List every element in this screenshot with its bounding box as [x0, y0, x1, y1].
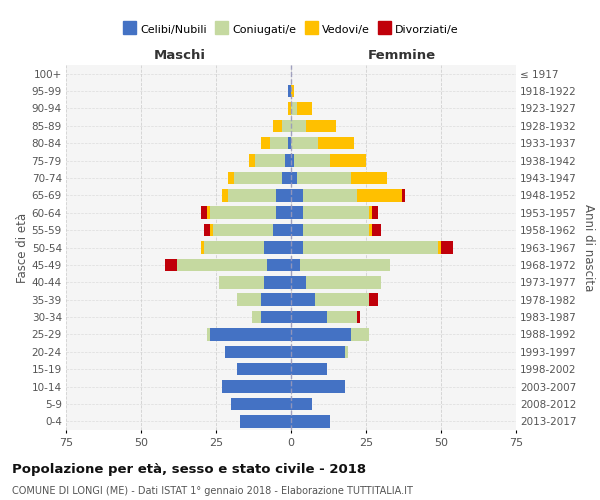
Bar — [252, 311, 261, 324]
Bar — [222, 380, 291, 393]
Legend: Celibi/Nubili, Coniugati/e, Vedovi/e, Divorziati/e: Celibi/Nubili, Coniugati/e, Vedovi/e, Di… — [119, 20, 463, 39]
Bar — [270, 137, 288, 149]
Bar — [255, 154, 285, 167]
Bar — [249, 154, 255, 167]
Bar — [327, 311, 357, 324]
Bar — [291, 154, 294, 167]
Bar — [210, 328, 291, 340]
Bar — [291, 102, 297, 115]
Bar — [201, 206, 207, 219]
Bar — [351, 172, 387, 184]
Bar — [345, 346, 348, 358]
Bar — [213, 224, 273, 236]
Bar — [300, 258, 390, 271]
Bar — [288, 85, 291, 98]
Bar — [291, 346, 345, 358]
Text: Popolazione per età, sesso e stato civile - 2018: Popolazione per età, sesso e stato civil… — [12, 462, 366, 475]
Bar — [204, 241, 264, 254]
Bar — [204, 224, 210, 236]
Bar — [177, 258, 267, 271]
Bar — [207, 328, 210, 340]
Bar — [276, 189, 291, 202]
Bar — [291, 328, 351, 340]
Bar — [261, 311, 291, 324]
Bar — [315, 294, 369, 306]
Bar — [222, 189, 228, 202]
Bar — [273, 120, 282, 132]
Bar — [291, 189, 303, 202]
Bar — [291, 398, 312, 410]
Y-axis label: Anni di nascita: Anni di nascita — [583, 204, 595, 291]
Bar — [291, 311, 327, 324]
Bar — [291, 258, 300, 271]
Bar — [291, 206, 303, 219]
Bar — [210, 224, 213, 236]
Bar — [303, 206, 369, 219]
Bar — [330, 154, 366, 167]
Bar — [291, 85, 294, 98]
Bar — [228, 172, 234, 184]
Bar — [303, 241, 438, 254]
Bar — [438, 241, 441, 254]
Bar — [210, 206, 276, 219]
Bar — [240, 415, 291, 428]
Text: COMUNE DI LONGI (ME) - Dati ISTAT 1° gennaio 2018 - Elaborazione TUTTITALIA.IT: COMUNE DI LONGI (ME) - Dati ISTAT 1° gen… — [12, 486, 413, 496]
Bar — [201, 241, 204, 254]
Bar — [291, 137, 318, 149]
Bar — [225, 346, 291, 358]
Bar — [303, 224, 369, 236]
Bar — [372, 206, 378, 219]
Bar — [291, 380, 345, 393]
Bar — [282, 120, 291, 132]
Bar — [303, 189, 357, 202]
Bar — [291, 294, 315, 306]
Bar — [228, 189, 276, 202]
Bar — [234, 172, 282, 184]
Bar — [291, 363, 327, 376]
Bar — [165, 258, 177, 271]
Bar — [306, 276, 381, 288]
Bar — [267, 258, 291, 271]
Bar — [291, 120, 306, 132]
Bar — [291, 276, 306, 288]
Bar — [357, 311, 360, 324]
Bar — [276, 206, 291, 219]
Bar — [285, 154, 291, 167]
Bar — [351, 328, 369, 340]
Bar — [231, 398, 291, 410]
Bar — [291, 172, 297, 184]
Bar — [273, 224, 291, 236]
Bar — [237, 363, 291, 376]
Bar — [291, 415, 330, 428]
Bar — [369, 294, 378, 306]
Text: Femmine: Femmine — [368, 50, 436, 62]
Bar — [207, 206, 210, 219]
Bar — [297, 172, 351, 184]
Bar — [261, 294, 291, 306]
Bar — [282, 172, 291, 184]
Bar — [219, 276, 264, 288]
Bar — [402, 189, 405, 202]
Bar — [264, 241, 291, 254]
Bar — [297, 102, 312, 115]
Bar — [369, 206, 372, 219]
Bar — [441, 241, 453, 254]
Bar — [288, 137, 291, 149]
Bar — [291, 224, 303, 236]
Bar — [261, 137, 270, 149]
Bar — [264, 276, 291, 288]
Text: Maschi: Maschi — [154, 50, 206, 62]
Y-axis label: Fasce di età: Fasce di età — [16, 212, 29, 282]
Bar — [294, 154, 330, 167]
Bar — [372, 224, 381, 236]
Bar — [369, 224, 372, 236]
Bar — [357, 189, 402, 202]
Bar — [237, 294, 261, 306]
Bar — [318, 137, 354, 149]
Bar — [306, 120, 336, 132]
Bar — [288, 102, 291, 115]
Bar — [291, 241, 303, 254]
